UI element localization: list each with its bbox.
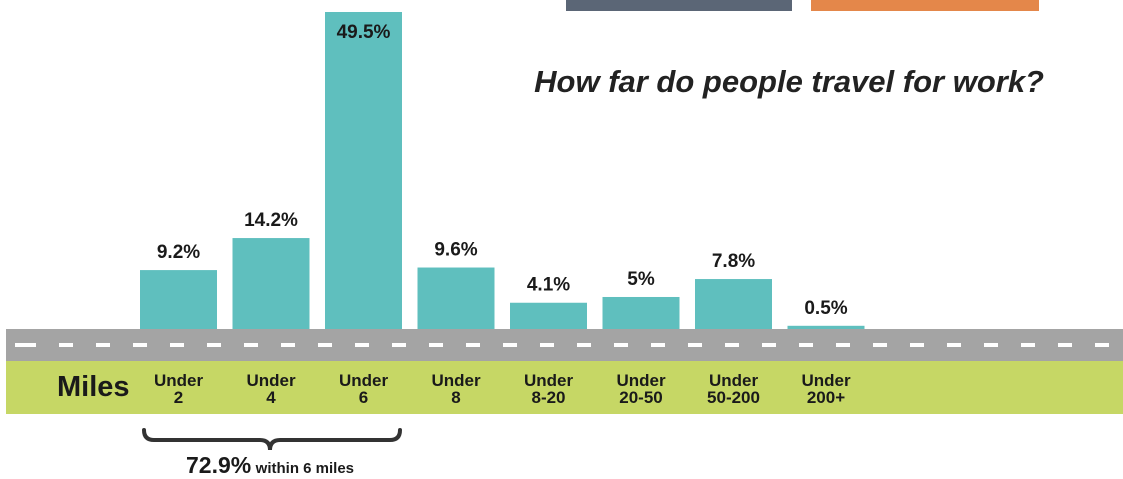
category-label: Under [431,371,481,390]
category-label: Under [339,371,389,390]
category-label: Under [616,371,666,390]
bar-value-label: 7.8% [712,251,755,272]
bar-6 [602,296,680,329]
bar-2 [232,238,310,329]
bar-value-label: 9.6% [434,240,477,261]
bars-layer: 9.2%Under214.2%Under449.5%Under69.6%Unde… [140,12,865,407]
category-label: 2 [174,388,183,407]
category-label: 8-20 [531,388,565,407]
top-box-orange [811,0,1039,11]
category-label: 4 [266,388,276,407]
bar-1 [140,270,217,329]
category-label: 8 [451,388,460,407]
summary-text: within 6 miles [255,460,355,477]
bar-8 [787,325,865,329]
category-label: 6 [359,388,368,407]
category-label: 200+ [807,388,845,407]
category-label: Under [709,371,759,390]
category-label: 20-50 [619,388,662,407]
bar-5 [510,302,587,329]
chart-title: How far do people travel for work? [534,64,1044,99]
category-label: Under [246,371,296,390]
bar-value-label: 9.2% [157,242,200,263]
bar-4 [417,267,495,329]
category-label: Under [524,371,574,390]
x-axis-label: Miles [57,371,130,403]
bar-value-label: 0.5% [804,298,847,319]
bar-value-label: 14.2% [244,210,298,231]
category-label: Under [154,371,204,390]
bar-7 [695,279,772,329]
category-label: 50-200 [707,388,760,407]
category-strip [6,361,1123,414]
top-box-dark [566,0,792,11]
summary-note: 72.9% within 6 miles [150,452,390,479]
bar-3 [325,12,402,329]
bar-value-label: 49.5% [337,22,391,43]
bar-value-label: 5% [627,269,655,290]
summary-percent: 72.9% [185,452,252,478]
road-lane-stripes [6,343,1123,347]
bar-value-label: 4.1% [527,275,570,296]
category-label: Under [801,371,851,390]
